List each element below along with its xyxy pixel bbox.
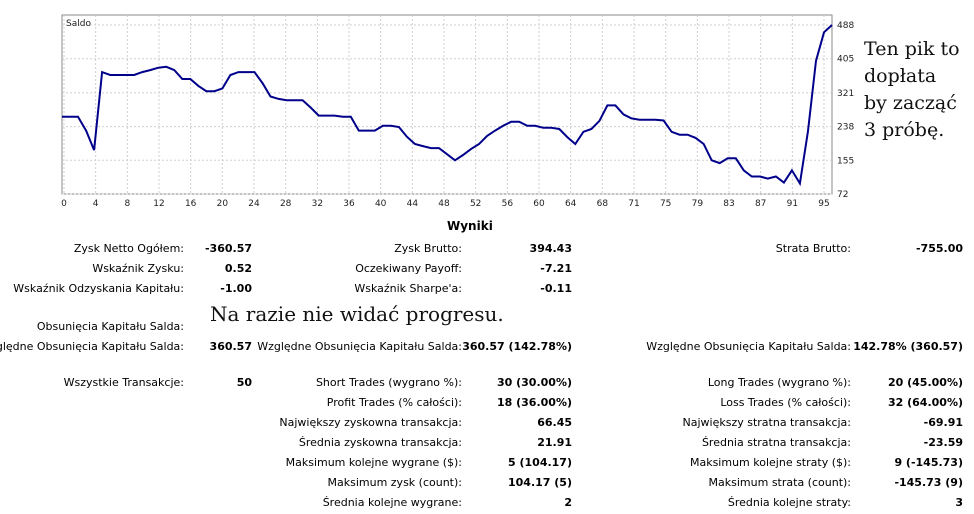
stat-label: Maksimum strata (count): [708, 476, 851, 489]
stat-value: -69.91 [923, 416, 963, 429]
chart-title: Saldo [66, 19, 91, 29]
stat-value: -145.73 (9) [894, 476, 963, 489]
stat-value: -755.00 [915, 242, 963, 255]
y-tick-label: 155 [837, 156, 854, 166]
annotation-line: Ten pik to [864, 38, 960, 60]
x-tick-label: 0 [61, 199, 67, 209]
x-tick-label: 4 [93, 199, 99, 209]
stat-value: -1.00 [220, 282, 252, 295]
annotation-line: by zacząć [864, 92, 957, 114]
stat-value: 18 (36.00%) [496, 396, 572, 409]
x-tick-label: 24 [248, 199, 260, 209]
stat-label: Maksimum kolejne wygrane ($): [285, 456, 462, 469]
annotation-line: 3 próbę. [864, 119, 945, 141]
x-tick-label: 36 [343, 199, 355, 209]
x-tick-label: 87 [755, 199, 766, 209]
x-tick-label: 8 [124, 199, 130, 209]
stat-label: Maksimum zysk (count): [327, 476, 463, 489]
y-tick-label: 238 [837, 123, 854, 133]
stat-label: Wskaźnik Sharpe'a: [354, 282, 462, 295]
stat-value: 0.52 [224, 262, 252, 275]
stat-label: Wszystkie Transakcje: [63, 376, 184, 389]
stat-label: Loss Trades (% całości): [720, 396, 851, 409]
stat-label: Long Trades (wygrano %): [707, 376, 851, 389]
stat-label: Średnia zyskowna transakcja: [298, 436, 462, 449]
stat-label: Największy stratna transakcja: [682, 416, 852, 429]
stat-label: Zysk Brutto: [394, 242, 462, 255]
x-tick-label: 71 [628, 199, 639, 209]
stat-label: Strata Brutto: [775, 242, 851, 255]
x-tick-label: 12 [153, 199, 164, 209]
stat-label: Średnia kolejne wygrane: [322, 496, 462, 509]
stat-label: Wskaźnik Zysku: [92, 262, 184, 275]
x-tick-label: 28 [280, 199, 292, 209]
y-tick-label: 488 [837, 21, 854, 31]
chart-frame [61, 14, 833, 195]
stat-label: Wskaźnik Odzyskania Kapitału: [13, 282, 184, 295]
x-tick-label: 83 [723, 199, 734, 209]
stat-value: 104.17 (5) [508, 476, 572, 489]
annotation-top-right: Ten pik to dopłata by zacząć 3 próbę. [864, 36, 960, 144]
stat-label: Maksimum kolejne straty ($): [689, 456, 851, 469]
stat-value: 142.78% (360.57) [853, 340, 963, 353]
stat-value: 32 (64.00%) [887, 396, 963, 409]
stat-value: 21.91 [537, 436, 572, 449]
x-tick-label: 52 [470, 199, 481, 209]
x-tick-label: 95 [818, 199, 829, 209]
stat-value: 360.57 (142.78%) [462, 340, 572, 353]
stat-value: 20 (45.00%) [887, 376, 963, 389]
stat-value: 50 [236, 376, 252, 389]
x-tick-label: 44 [407, 199, 419, 209]
stat-label: Zysk Netto Ogółem: [73, 242, 184, 255]
y-tick-label: 405 [837, 55, 854, 65]
x-tick-label: 20 [217, 199, 229, 209]
stat-value: 30 (30.00%) [496, 376, 572, 389]
y-tick-label: 321 [837, 89, 854, 99]
balance-line [62, 24, 833, 187]
stat-label: Profit Trades (% całości): [326, 396, 462, 409]
balance-chart: 0 4 8 12 16 20 24 28 32 36 40 44 48 52 56 60 64 68 71 75 79 8… [0, 0, 974, 212]
stat-value: -0.11 [540, 282, 572, 295]
stat-value: 5 (104.17) [508, 456, 572, 469]
stat-label: Obsunięcia Kapitału Salda: [36, 320, 184, 333]
stat-label: Średnia stratna transakcja: [701, 436, 851, 449]
x-tick-label: 79 [692, 199, 704, 209]
x-tick-label: 64 [565, 199, 577, 209]
annotation-line: dopłata [864, 65, 937, 87]
x-tick-label: 16 [185, 199, 197, 209]
results-title: Wyniki [447, 219, 493, 233]
x-tick-label: 40 [375, 199, 387, 209]
stat-label: Oczekiwany Payoff: [355, 262, 462, 275]
stat-value: 394.43 [529, 242, 572, 255]
x-tick-label: 75 [660, 199, 671, 209]
stat-value: -360.57 [204, 242, 252, 255]
stat-label: Największy zyskowna transakcja: [279, 416, 462, 429]
stat-value: 2 [564, 496, 572, 509]
x-tick-label: 60 [533, 199, 545, 209]
stat-label: Względne Obsunięcia Kapitału Salda: [257, 340, 462, 353]
balance-chart-svg: 0 4 8 12 16 20 24 28 32 36 40 44 48 52 56 60 64 68 71 75 79 8… [61, 14, 854, 209]
x-tick-label: 56 [502, 199, 514, 209]
stat-label: Short Trades (wygrano %): [315, 376, 462, 389]
x-tick-label: 32 [312, 199, 323, 209]
x-tick-label: 91 [787, 199, 798, 209]
x-tick-label: 48 [438, 199, 450, 209]
stat-label: Średnia kolejne straty: [727, 496, 851, 509]
stat-label: Względne Obsunięcia Kapitału Salda: [0, 340, 184, 353]
stat-value: 9 (-145.73) [894, 456, 963, 469]
stat-value: -7.21 [540, 262, 572, 275]
stat-value: 3 [955, 496, 963, 509]
stat-label: Względne Obsunięcia Kapitału Salda: [646, 340, 851, 353]
stat-value: -23.59 [923, 436, 963, 449]
y-tick-label: 72 [837, 190, 848, 200]
annotation-middle: Na razie nie widać progresu. [210, 302, 504, 326]
x-tick-label: 68 [597, 199, 609, 209]
stat-value: 360.57 [209, 340, 252, 353]
stat-value: 66.45 [537, 416, 572, 429]
